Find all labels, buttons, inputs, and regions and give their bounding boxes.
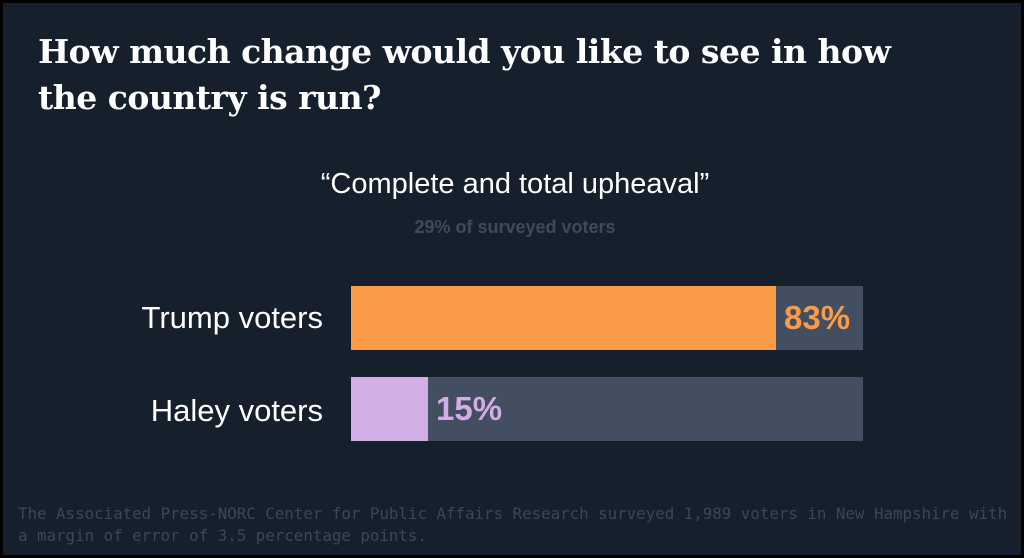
chart-subnote: 29% of surveyed voters: [414, 217, 616, 237]
bar-trump: [351, 286, 776, 350]
bar-track-trump: 83%: [351, 286, 863, 350]
value-label-trump: 83%: [784, 299, 851, 336]
bar-haley: [351, 377, 428, 441]
bar-track-haley: 15%: [351, 377, 863, 441]
bar-label-trump: Trump voters: [141, 300, 323, 335]
chart-title: How much change would you like to see in…: [38, 32, 891, 117]
value-label-haley: 15%: [436, 390, 503, 427]
source-footnote: The Associated Press-NORC Center for Pub…: [18, 504, 1008, 545]
bar-label-haley: Haley voters: [150, 393, 323, 428]
chart-subtitle: “Complete and total upheaval”: [320, 168, 710, 200]
